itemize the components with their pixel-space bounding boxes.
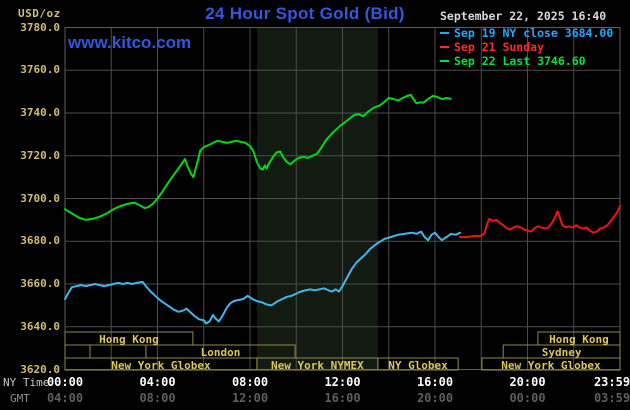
y-axis-tick-label: 3640.0 — [20, 319, 60, 333]
y-axis-tick-label: 3700.0 — [20, 191, 60, 205]
legend-item-sep21: Sep 21 Sunday — [440, 40, 613, 54]
chart-title: 24 Hour Spot Gold (Bid) — [205, 4, 405, 23]
legend-dash-icon — [440, 32, 449, 34]
y-axis-tick-label: 3660.0 — [20, 277, 60, 290]
session-label: Hong Kong — [549, 333, 609, 346]
legend-item-sep22: Sep 22 Last 3746.60 — [440, 54, 613, 68]
legend: Sep 19 NY close 3684.00 Sep 21 Sunday Se… — [440, 26, 613, 68]
legend-item-sep19: Sep 19 NY close 3684.00 — [440, 26, 613, 40]
y-axis-tick-label: 3760.0 — [20, 63, 60, 77]
legend-label: Sep 22 Last 3746.60 — [454, 54, 586, 68]
price-line — [64, 93, 452, 221]
gmt-tick-label: 00:00 — [509, 391, 546, 405]
y-axis-tick-label: 3720.0 — [20, 148, 60, 162]
session-box — [64, 344, 91, 359]
legend-label: Sep 19 NY close 3684.00 — [454, 26, 614, 40]
legend-label: Sep 21 Sunday — [454, 40, 545, 54]
y-axis-tick-label: 3680.0 — [20, 234, 60, 248]
gmt-tick-label: 04:00 — [46, 391, 84, 405]
ny-time-tick-label: 00:00 — [46, 375, 84, 389]
ny-time-tick-label: 12:00 — [324, 375, 361, 389]
session-label: New York Globex — [501, 359, 601, 372]
chart-datetime: September 22, 2025 16:40 — [440, 9, 607, 23]
price-line — [64, 230, 461, 325]
gmt-tick-label: 03:59 — [593, 391, 630, 405]
gmt-tick-label: 12:00 — [231, 391, 269, 405]
y-axis-tick-label: 3740.0 — [20, 106, 60, 119]
price-line — [459, 205, 621, 238]
gmt-tick-label: 20:00 — [416, 391, 454, 405]
ny-time-tick-label: 20:00 — [509, 375, 546, 389]
unit-label: USD/oz — [18, 7, 61, 20]
y-axis-tick-label: 3620.0 — [20, 362, 60, 376]
session-label: London — [200, 346, 241, 359]
y-axis-tick-label: 3780.0 — [20, 20, 60, 34]
ny-time-tick-label: 16:00 — [416, 375, 454, 389]
gmt-tick-label: 08:00 — [139, 391, 176, 405]
session-box — [89, 344, 147, 359]
gmt-caption: GMT — [10, 392, 30, 405]
ny-time-caption: NY Time — [3, 376, 50, 389]
session-box — [377, 357, 459, 371]
session-label: Sydney — [541, 346, 582, 359]
session-label: New York Globex — [111, 359, 211, 372]
kitco-watermark: www.kitco.com — [68, 33, 192, 52]
legend-dash-icon — [440, 46, 449, 48]
session-label: Hong Kong — [99, 333, 159, 346]
gmt-tick-label: 16:00 — [324, 391, 361, 405]
session-label: NY Globex — [388, 359, 448, 372]
session-box — [481, 357, 621, 371]
session-label: New York NYMEX — [271, 359, 364, 372]
ny-time-tick-label: 23:59 — [593, 375, 630, 389]
ny-time-tick-label: 08:00 — [231, 375, 269, 389]
ny-time-tick-label: 04:00 — [139, 375, 176, 389]
legend-dash-icon — [440, 60, 449, 62]
